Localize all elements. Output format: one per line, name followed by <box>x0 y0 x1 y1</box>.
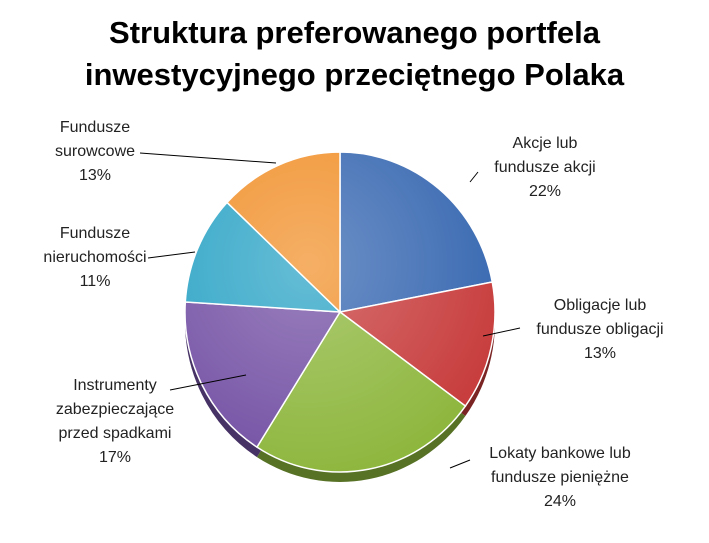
slice-label-line: fundusze akcji <box>494 159 596 176</box>
slice-label-line: Fundusze <box>59 119 131 136</box>
slice-label-line: Lokaty bankowe lub <box>489 445 631 462</box>
leader-line-lokaty <box>449 459 471 469</box>
slice-label-line: Instrumenty <box>73 377 157 394</box>
slice-label-line: Obligacje lub <box>553 297 647 314</box>
leader-line-nieruchomosci <box>147 251 196 259</box>
slice-label-nieruchomosci: Fundusze nieruchomości 11% <box>20 222 170 294</box>
slice-value-label: 22% <box>528 183 562 200</box>
slice-label-line: Akcje lub <box>512 135 578 152</box>
slice-value-label: 13% <box>583 345 617 362</box>
slice-label-instrumenty: Instrumenty zabezpieczające przed spadka… <box>40 374 190 470</box>
slice-label-line: zabezpieczające <box>55 401 175 418</box>
leader-line-akcje <box>469 171 479 183</box>
slice-label-surowcowe: Fundusze surowcowe 13% <box>20 116 170 188</box>
slice-label-line: surowcowe <box>54 143 136 160</box>
slice-label-line: nieruchomości <box>43 249 147 266</box>
slice-label-lokaty: Lokaty bankowe lub fundusze pieniężne 24… <box>470 442 650 514</box>
slice-label-akcje: Akcje lub fundusze akcji 22% <box>470 132 620 204</box>
slice-value-label: 13% <box>78 167 112 184</box>
leader-line-instrumenty <box>169 374 247 391</box>
chart-title-line-1: Struktura preferowanego portfela <box>109 15 600 50</box>
slice-label-line: przed spadkami <box>58 425 172 442</box>
chart-title: Struktura preferowanego portfela inwesty… <box>0 12 709 96</box>
leader-line-surowcowe <box>139 152 277 164</box>
slice-label-obligacje: Obligacje lub fundusze obligacji 13% <box>520 294 680 366</box>
slice-label-line: fundusze pieniężne <box>491 469 629 486</box>
slice-label-line: Fundusze <box>59 225 131 242</box>
leader-line-obligacje <box>482 327 521 337</box>
chart-title-line-2: inwestycyjnego przeciętnego Polaka <box>84 57 625 92</box>
slice-value-label: 24% <box>543 493 577 510</box>
slice-value-label: 11% <box>79 273 111 290</box>
slice-label-line: fundusze obligacji <box>536 321 664 338</box>
slice-value-label: 17% <box>98 449 132 466</box>
